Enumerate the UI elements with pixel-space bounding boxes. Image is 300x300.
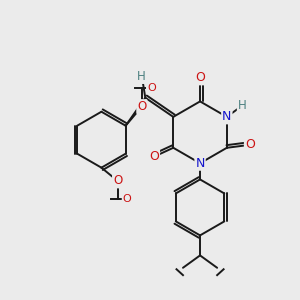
Text: H: H — [136, 70, 145, 83]
Text: O: O — [113, 174, 122, 188]
Text: N: N — [195, 157, 205, 170]
Text: O: O — [137, 100, 146, 113]
Text: O: O — [147, 83, 156, 93]
Text: O: O — [195, 71, 205, 84]
Text: H: H — [238, 99, 247, 112]
Text: N: N — [222, 110, 232, 123]
Text: O: O — [149, 150, 159, 163]
Text: O: O — [245, 138, 255, 151]
Text: O: O — [123, 194, 131, 204]
